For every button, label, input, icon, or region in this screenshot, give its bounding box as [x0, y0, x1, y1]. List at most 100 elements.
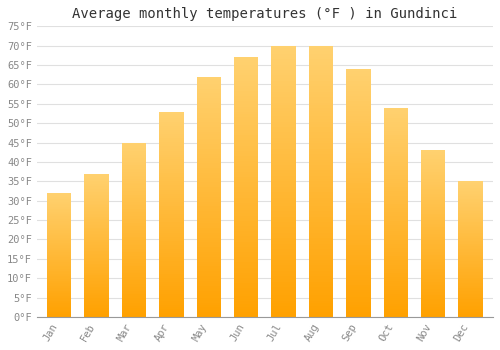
Bar: [196, 149, 221, 151]
Bar: [160, 259, 184, 261]
Bar: [160, 299, 184, 301]
Bar: [160, 153, 184, 155]
Bar: [122, 272, 146, 273]
Bar: [160, 138, 184, 140]
Bar: [384, 300, 408, 302]
Bar: [84, 238, 109, 239]
Bar: [84, 237, 109, 238]
Bar: [421, 230, 446, 232]
Bar: [346, 121, 370, 124]
Bar: [122, 294, 146, 296]
Bar: [309, 233, 333, 236]
Bar: [421, 204, 446, 205]
Bar: [309, 306, 333, 309]
Bar: [272, 103, 296, 105]
Bar: [160, 313, 184, 315]
Bar: [384, 273, 408, 275]
Bar: [384, 237, 408, 239]
Bar: [196, 132, 221, 134]
Bar: [196, 166, 221, 168]
Bar: [309, 203, 333, 206]
Bar: [458, 259, 483, 260]
Bar: [421, 229, 446, 230]
Bar: [160, 296, 184, 299]
Bar: [421, 195, 446, 197]
Bar: [346, 309, 370, 312]
Bar: [47, 194, 72, 195]
Bar: [309, 162, 333, 165]
Bar: [196, 158, 221, 161]
Bar: [421, 185, 446, 187]
Bar: [84, 214, 109, 215]
Bar: [272, 168, 296, 170]
Bar: [421, 170, 446, 172]
Bar: [346, 240, 370, 243]
Bar: [234, 130, 258, 133]
Bar: [458, 298, 483, 299]
Bar: [309, 146, 333, 149]
Bar: [384, 198, 408, 200]
Bar: [272, 230, 296, 233]
Bar: [196, 310, 221, 312]
Bar: [234, 63, 258, 65]
Bar: [458, 222, 483, 223]
Bar: [47, 236, 72, 238]
Bar: [309, 254, 333, 257]
Bar: [84, 199, 109, 201]
Bar: [421, 224, 446, 225]
Bar: [458, 233, 483, 234]
Bar: [421, 160, 446, 162]
Bar: [309, 89, 333, 92]
Bar: [84, 184, 109, 185]
Bar: [346, 86, 370, 89]
Bar: [309, 228, 333, 230]
Bar: [272, 293, 296, 295]
Bar: [309, 209, 333, 211]
Bar: [160, 253, 184, 256]
Bar: [196, 264, 221, 266]
Bar: [196, 170, 221, 173]
Bar: [84, 189, 109, 191]
Bar: [421, 272, 446, 274]
Bar: [84, 194, 109, 195]
Bar: [384, 256, 408, 258]
Bar: [458, 196, 483, 198]
Bar: [346, 203, 370, 205]
Bar: [84, 250, 109, 251]
Bar: [47, 312, 72, 313]
Bar: [196, 302, 221, 305]
Bar: [309, 160, 333, 162]
Bar: [346, 89, 370, 91]
Bar: [122, 170, 146, 172]
Bar: [84, 243, 109, 244]
Bar: [160, 116, 184, 118]
Bar: [122, 308, 146, 310]
Bar: [421, 240, 446, 242]
Bar: [160, 233, 184, 235]
Bar: [309, 312, 333, 314]
Bar: [272, 285, 296, 287]
Bar: [272, 165, 296, 168]
Bar: [384, 168, 408, 170]
Bar: [84, 202, 109, 204]
Bar: [272, 238, 296, 241]
Bar: [272, 65, 296, 67]
Bar: [309, 187, 333, 189]
Bar: [160, 237, 184, 239]
Bar: [272, 113, 296, 116]
Bar: [122, 146, 146, 148]
Bar: [309, 290, 333, 293]
Bar: [160, 167, 184, 169]
Bar: [421, 265, 446, 267]
Bar: [234, 107, 258, 109]
Bar: [47, 243, 72, 244]
Bar: [384, 202, 408, 204]
Bar: [234, 190, 258, 192]
Bar: [196, 168, 221, 170]
Bar: [84, 226, 109, 228]
Bar: [421, 190, 446, 192]
Bar: [84, 222, 109, 224]
Bar: [384, 265, 408, 267]
Bar: [421, 178, 446, 180]
Bar: [122, 251, 146, 252]
